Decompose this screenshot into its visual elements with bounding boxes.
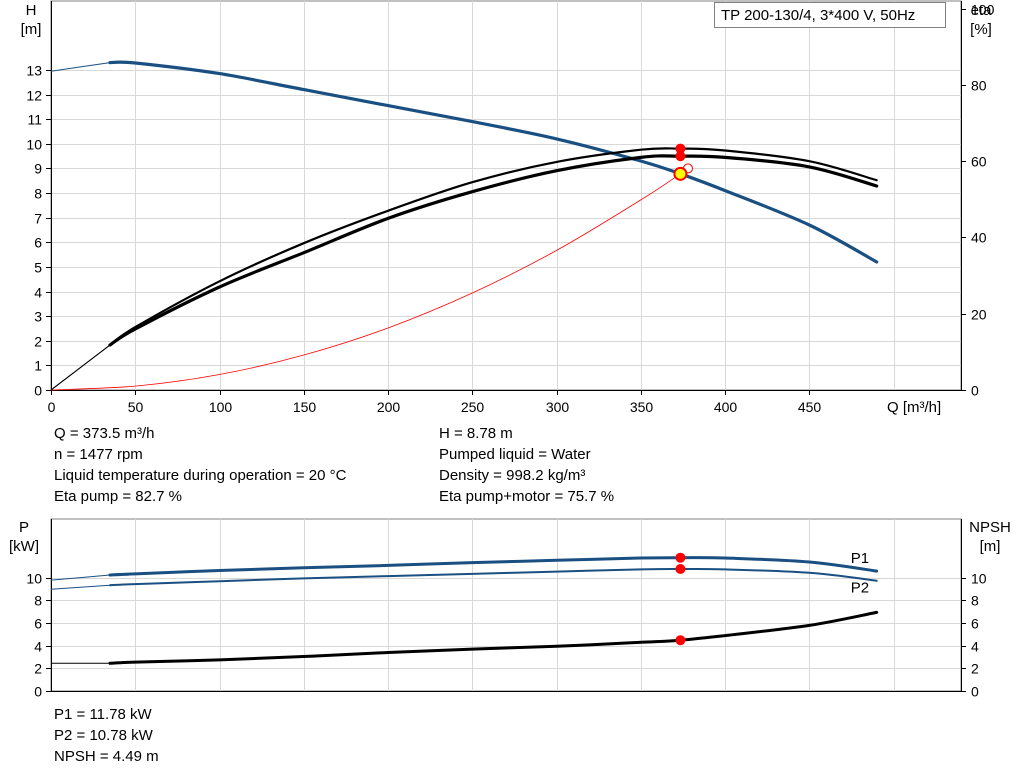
eta-pump-motor-curve bbox=[108, 154, 879, 347]
system-curve bbox=[50, 168, 689, 391]
head-axis-label: [m] bbox=[21, 21, 42, 38]
bottom-ytick-label: 4 bbox=[34, 639, 42, 655]
top-ytick-label: 1 bbox=[34, 358, 42, 374]
top-xtick-label: 200 bbox=[377, 399, 401, 415]
top-y2tick-label: 100 bbox=[971, 2, 995, 18]
bottom-y2tick-label: 10 bbox=[971, 571, 987, 587]
npsh-axis-label: [m] bbox=[980, 538, 1001, 555]
duty-point-eta-pump-motor-marker bbox=[675, 151, 686, 162]
top-ytick-label: 3 bbox=[34, 309, 42, 325]
head-axis-label: H bbox=[26, 2, 37, 19]
npsh-curve bbox=[108, 610, 879, 665]
duty-point-p2-marker bbox=[675, 564, 686, 575]
top-y2tick-label: 80 bbox=[971, 78, 987, 94]
top-ytick-label: 2 bbox=[34, 334, 42, 350]
p2-curve bbox=[109, 567, 878, 587]
eta-pump-curve bbox=[108, 147, 878, 347]
top-xtick-label: 400 bbox=[714, 399, 738, 415]
duty-point-npsh-marker bbox=[675, 635, 686, 646]
pump-model-label: TP 200-130/4, 3*400 V, 50Hz bbox=[714, 2, 946, 28]
top-ytick-label: 11 bbox=[27, 112, 42, 128]
top-ytick-label: 0 bbox=[34, 383, 42, 399]
head-curve-low-flow bbox=[50, 62, 111, 72]
top-xtick-label: 300 bbox=[546, 399, 570, 415]
p1-curve bbox=[108, 556, 879, 577]
top-xtick-label: 350 bbox=[630, 399, 654, 415]
speed-readout: n = 1477 rpm bbox=[54, 446, 143, 463]
flow-readout: Q = 373.5 m³/h bbox=[54, 425, 155, 442]
npsh-axis-label: NPSH bbox=[969, 519, 1011, 536]
bottom-ytick-label: 10 bbox=[26, 571, 42, 587]
bottom-plot-frame bbox=[50, 518, 962, 692]
bottom-y2tick-label: 8 bbox=[971, 593, 979, 609]
duty-point-p1-marker bbox=[675, 552, 686, 563]
info-bottom: P1 = 11.78 kW P2 = 10.78 kW NPSH = 4.49 … bbox=[54, 704, 159, 767]
top-y2tick-label: 0 bbox=[971, 383, 979, 399]
top-ytick-label: 13 bbox=[26, 63, 42, 79]
top-xtick-label: 450 bbox=[798, 399, 822, 415]
top-xtick-label: 150 bbox=[293, 399, 317, 415]
top-ytick-label: 9 bbox=[34, 161, 42, 177]
top-ytick-label: 6 bbox=[34, 235, 42, 251]
eta-pump-curve-low-flow bbox=[50, 344, 111, 391]
bottom-ytick-label: 8 bbox=[34, 593, 42, 609]
bottom-y2tick-label: 2 bbox=[971, 661, 979, 677]
top-y2tick-label: 40 bbox=[971, 230, 987, 246]
top-xtick-label: 250 bbox=[461, 399, 485, 415]
top-xtick-label: 100 bbox=[209, 399, 233, 415]
top-plot-frame bbox=[50, 0, 962, 391]
top-ytick-label: 12 bbox=[26, 88, 42, 104]
eta-pump-readout: Eta pump = 82.7 % bbox=[54, 488, 182, 505]
bottom-y2tick-label: 4 bbox=[971, 639, 979, 655]
eta-pump-motor-readout: Eta pump+motor = 75.7 % bbox=[439, 488, 615, 505]
head-curve bbox=[108, 60, 879, 264]
duty-point-eta-pump-marker bbox=[675, 143, 686, 154]
info-top-left: Q = 373.5 m³/h n = 1477 rpm Liquid tempe… bbox=[54, 423, 346, 507]
flow-axis-label: Q [m³/h] bbox=[887, 399, 941, 416]
top-xtick-label: 0 bbox=[48, 399, 56, 415]
top-xtick-label: 50 bbox=[128, 399, 144, 415]
top-y2tick-label: 20 bbox=[971, 307, 987, 323]
top-ytick-label: 8 bbox=[34, 186, 42, 202]
p2-series-label: P2 bbox=[851, 580, 869, 597]
npsh-readout: NPSH = 4.49 m bbox=[54, 748, 159, 765]
bottom-ytick-label: 0 bbox=[34, 684, 42, 700]
eta-axis-label: eta bbox=[971, 2, 993, 19]
info-top-right: H = 8.78 m Pumped liquid = Water Density… bbox=[439, 423, 614, 507]
pumped-liquid-readout: Pumped liquid = Water bbox=[439, 446, 591, 463]
power-axis-label: P bbox=[19, 519, 29, 536]
top-y2tick-label: 60 bbox=[971, 154, 987, 170]
top-ytick-label: 5 bbox=[34, 260, 42, 276]
liquid-temperature-readout: Liquid temperature during operation = 20… bbox=[54, 467, 347, 484]
p2-readout: P2 = 10.78 kW bbox=[54, 727, 153, 744]
bottom-y2tick-label: 6 bbox=[971, 616, 979, 632]
bottom-ytick-label: 6 bbox=[34, 616, 42, 632]
top-ytick-label: 10 bbox=[26, 137, 42, 153]
top-ytick-label: 4 bbox=[34, 285, 42, 301]
eta-axis-label: [%] bbox=[970, 21, 992, 38]
power-axis-label: [kW] bbox=[9, 538, 39, 555]
p1-readout: P1 = 11.78 kW bbox=[54, 706, 152, 723]
bottom-ytick-label: 2 bbox=[34, 661, 42, 677]
duty-point-head-marker bbox=[673, 166, 688, 181]
p2-curve-low-flow bbox=[50, 584, 111, 590]
bottom-y2tick-label: 0 bbox=[971, 684, 979, 700]
head-readout: H = 8.78 m bbox=[439, 425, 513, 442]
p1-series-label: P1 bbox=[851, 550, 869, 567]
top-ytick-label: 7 bbox=[34, 211, 42, 227]
p1-curve-low-flow bbox=[50, 574, 111, 581]
density-readout: Density = 998.2 kg/m³ bbox=[439, 467, 586, 484]
